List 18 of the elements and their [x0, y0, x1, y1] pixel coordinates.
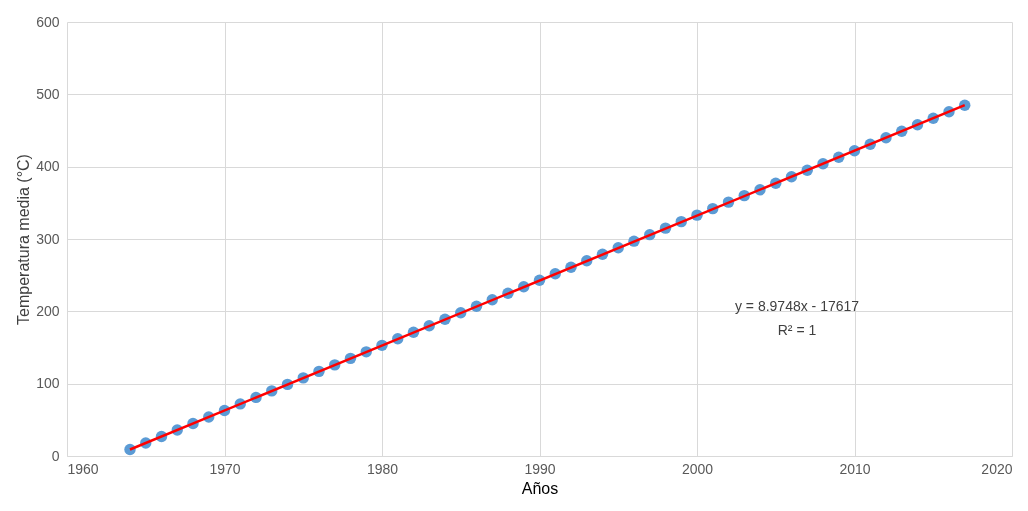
y-tick-label: 100 — [36, 375, 60, 392]
annotation: y = 8.9748x - 17617 — [734, 298, 860, 314]
x-tick-label: 2000 — [681, 460, 714, 477]
y-tick-label: 400 — [36, 158, 60, 175]
y-tick-label: 500 — [36, 85, 60, 102]
x-tick-label: 1980 — [366, 460, 399, 477]
y-tick-label: 0 — [51, 447, 60, 464]
x-tick-label: 1960 — [67, 460, 99, 477]
y-tick-label: 600 — [36, 13, 60, 30]
annotation: R² = 1 — [777, 322, 817, 338]
y-axis-title: Temperatura media (°C) — [15, 154, 33, 325]
x-tick-label: 1990 — [524, 460, 556, 477]
x-axis-title: Años — [521, 479, 559, 497]
y-tick-label: 200 — [36, 302, 60, 319]
x-tick-label: 2020 — [981, 460, 1013, 477]
x-tick-label: 1970 — [209, 460, 241, 477]
x-tick-label: 2010 — [839, 460, 871, 477]
y-tick-label: 300 — [36, 230, 60, 247]
